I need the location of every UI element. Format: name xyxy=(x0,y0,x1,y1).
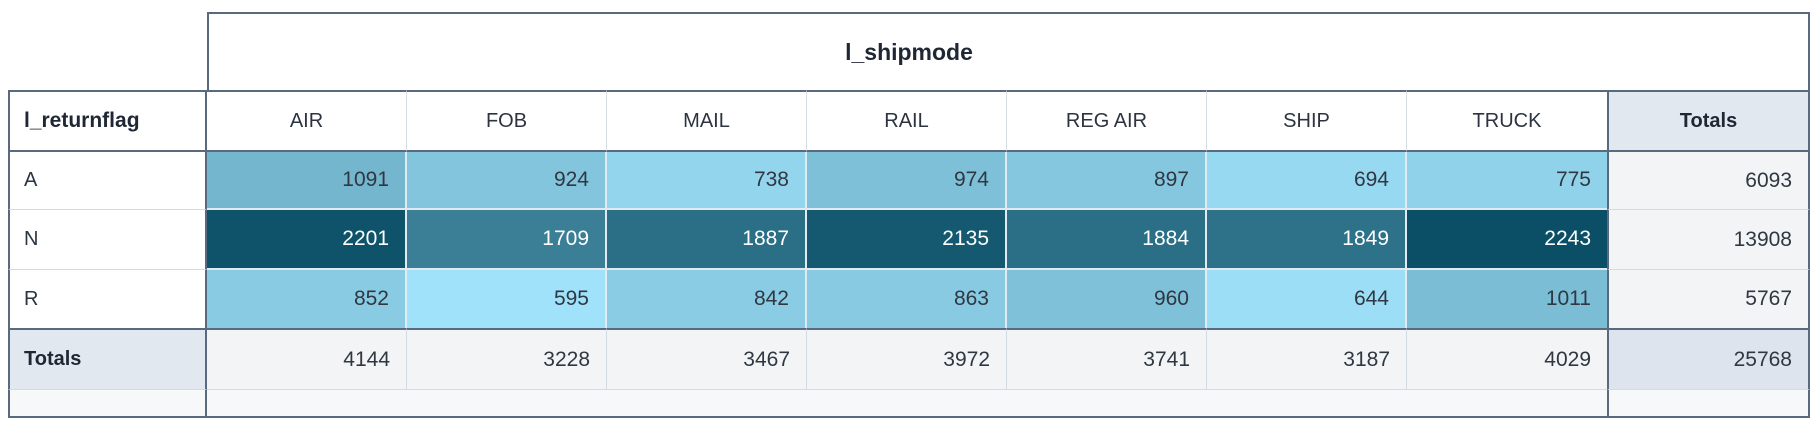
cell-r-truck[interactable]: 1011 xyxy=(1407,270,1607,328)
cell-r-fob[interactable]: 595 xyxy=(407,270,607,328)
cell-a-rail[interactable]: 974 xyxy=(807,152,1007,210)
col-header-air: AIR xyxy=(207,90,407,152)
cell-a-ship[interactable]: 694 xyxy=(1207,152,1407,210)
cell-n-mail[interactable]: 1887 xyxy=(607,210,807,270)
cell-n-truck[interactable]: 2243 xyxy=(1407,210,1607,270)
grand-total[interactable]: 25768 xyxy=(1607,328,1810,390)
cell-r-reg-air[interactable]: 960 xyxy=(1007,270,1207,328)
row-totals-header: Totals xyxy=(1607,90,1810,152)
col-header-mail: MAIL xyxy=(607,90,807,152)
cell-r-ship[interactable]: 644 xyxy=(1207,270,1407,328)
cell-r-rail[interactable]: 863 xyxy=(807,270,1007,328)
column-dimension-header-inner: l_shipmode xyxy=(209,39,1609,66)
row-dimension-header: l_returnflag xyxy=(8,90,207,152)
col-total-fob[interactable]: 3228 xyxy=(407,328,607,390)
column-totals-label: Totals xyxy=(8,328,207,390)
cell-a-air[interactable]: 1091 xyxy=(207,152,407,210)
col-total-air[interactable]: 4144 xyxy=(207,328,407,390)
col-total-mail[interactable]: 3467 xyxy=(607,328,807,390)
column-dimension-header: l_shipmode xyxy=(207,12,1810,90)
col-header-ship: SHIP xyxy=(1207,90,1407,152)
cell-n-ship[interactable]: 1849 xyxy=(1207,210,1407,270)
col-header-rail: RAIL xyxy=(807,90,1007,152)
cell-r-mail[interactable]: 842 xyxy=(607,270,807,328)
cell-n-air[interactable]: 2201 xyxy=(207,210,407,270)
row-total-n[interactable]: 13908 xyxy=(1607,210,1810,270)
col-total-ship[interactable]: 3187 xyxy=(1207,328,1407,390)
col-total-rail[interactable]: 3972 xyxy=(807,328,1007,390)
footer-right xyxy=(1607,390,1810,418)
col-header-fob: FOB xyxy=(407,90,607,152)
pivot-table: l_shipmode l_returnflag AIR FOB MAIL RAIL REG … xyxy=(8,12,1810,418)
cell-n-fob[interactable]: 1709 xyxy=(407,210,607,270)
cell-n-reg-air[interactable]: 1884 xyxy=(1007,210,1207,270)
corner-spacer xyxy=(8,12,207,90)
column-dimension-label: l_shipmode xyxy=(845,38,973,65)
cell-a-truck[interactable]: 775 xyxy=(1407,152,1607,210)
cell-a-reg-air[interactable]: 897 xyxy=(1007,152,1207,210)
col-total-reg-air[interactable]: 3741 xyxy=(1007,328,1207,390)
col-header-reg-air: REG AIR xyxy=(1007,90,1207,152)
row-label-a: A xyxy=(8,152,207,210)
row-total-r[interactable]: 5767 xyxy=(1607,270,1810,328)
cell-n-rail[interactable]: 2135 xyxy=(807,210,1007,270)
col-total-truck[interactable]: 4029 xyxy=(1407,328,1607,390)
cell-r-air[interactable]: 852 xyxy=(207,270,407,328)
row-label-r: R xyxy=(8,270,207,328)
col-header-truck: TRUCK xyxy=(1407,90,1607,152)
footer-middle xyxy=(207,390,1607,418)
row-label-n: N xyxy=(8,210,207,270)
cell-a-mail[interactable]: 738 xyxy=(607,152,807,210)
cell-a-fob[interactable]: 924 xyxy=(407,152,607,210)
footer-left xyxy=(8,390,207,418)
row-total-a[interactable]: 6093 xyxy=(1607,152,1810,210)
